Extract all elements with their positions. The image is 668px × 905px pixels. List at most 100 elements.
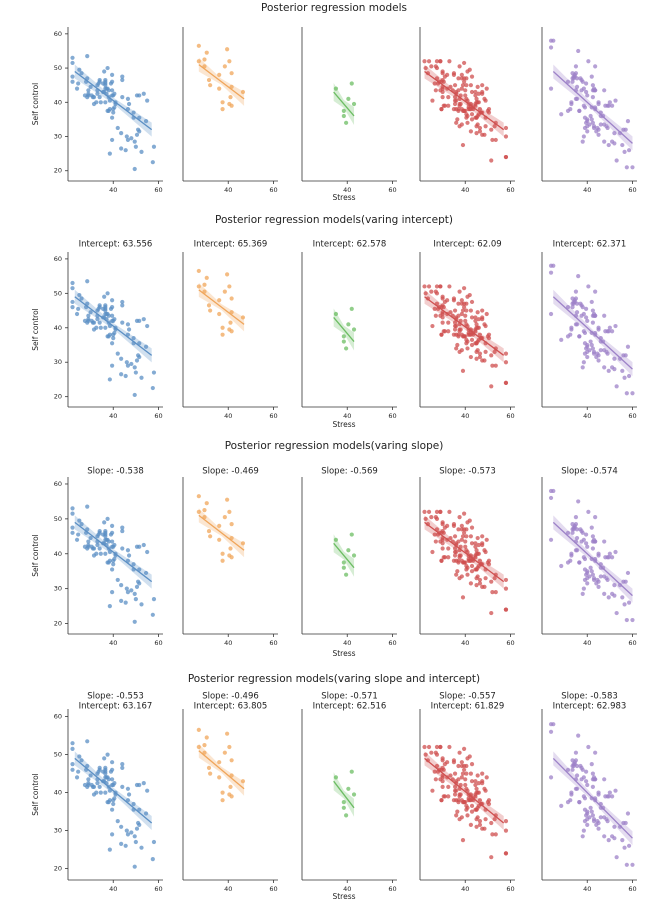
- data-point: [126, 553, 132, 558]
- data-point: [112, 105, 117, 110]
- data-point: [136, 353, 141, 358]
- data-point: [125, 137, 131, 143]
- data-point: [459, 311, 464, 317]
- data-point: [105, 516, 110, 521]
- x-tick-label: 60: [269, 412, 277, 420]
- data-point: [548, 722, 554, 727]
- data-point: [341, 334, 346, 339]
- data-point: [196, 509, 201, 514]
- data-point: [123, 148, 128, 153]
- data-point: [459, 537, 464, 542]
- data-point: [70, 506, 75, 511]
- data-point: [129, 830, 134, 835]
- data-point: [110, 115, 115, 120]
- data-point: [458, 782, 463, 788]
- data-point: [119, 356, 124, 361]
- data-point: [229, 555, 234, 560]
- data-point: [590, 346, 595, 351]
- data-point: [602, 139, 607, 144]
- regression-line: [198, 514, 245, 551]
- data-point: [630, 862, 635, 867]
- data-point: [589, 117, 594, 122]
- data-point: [442, 762, 447, 767]
- data-point: [139, 375, 144, 380]
- data-point: [151, 144, 157, 149]
- data-point: [476, 803, 481, 809]
- x-tick-label: 40: [224, 412, 232, 420]
- data-point: [97, 303, 102, 308]
- data-point: [484, 86, 489, 91]
- data-point: [96, 306, 101, 311]
- data-point: [451, 760, 457, 765]
- data-point: [463, 782, 468, 788]
- data-point: [110, 777, 115, 782]
- data-point: [493, 137, 498, 143]
- data-point: [341, 805, 346, 810]
- data-point: [70, 525, 75, 530]
- data-point: [565, 530, 571, 535]
- data-point: [474, 349, 479, 354]
- data-point: [124, 828, 129, 833]
- data-point: [442, 525, 447, 530]
- data-point: [460, 534, 466, 539]
- regression-line: [74, 296, 153, 356]
- data-point: [565, 800, 571, 805]
- data-point: [464, 786, 469, 791]
- data-point: [613, 549, 618, 555]
- x-tick-label: 60: [628, 639, 636, 647]
- panel-2-1: Intercept: 63.556 40 60 20 30 40 50 60: [54, 240, 163, 420]
- data-point: [145, 98, 150, 103]
- row-1: Posterior regression models Self control S…: [31, 2, 637, 202]
- data-point: [440, 71, 445, 76]
- data-point: [145, 549, 150, 555]
- data-point: [598, 574, 603, 579]
- data-point: [570, 527, 575, 532]
- x-tick-label: 60: [628, 412, 636, 420]
- data-point: [452, 320, 458, 325]
- data-point: [446, 794, 451, 799]
- data-point: [626, 843, 632, 848]
- data-point: [617, 356, 623, 361]
- regression-line: [552, 521, 633, 597]
- data-point: [196, 59, 201, 64]
- regression-line: [424, 521, 505, 583]
- data-point: [477, 107, 483, 112]
- data-point: [426, 59, 432, 64]
- data-point: [585, 349, 590, 354]
- data-point: [125, 798, 131, 803]
- data-point: [606, 838, 611, 843]
- data-point: [465, 346, 470, 351]
- data-point: [580, 834, 585, 839]
- data-point: [591, 351, 597, 356]
- data-point: [574, 763, 580, 769]
- data-point: [503, 607, 509, 612]
- data-point: [548, 488, 554, 494]
- data-point: [565, 108, 571, 113]
- data-point: [125, 96, 131, 101]
- data-point: [132, 619, 137, 624]
- data-point: [225, 731, 230, 736]
- data-point: [110, 298, 115, 303]
- data-point: [624, 617, 629, 623]
- data-point: [217, 523, 222, 528]
- data-point: [227, 59, 232, 64]
- data-point: [457, 555, 462, 560]
- data-point: [614, 610, 619, 616]
- data-point: [429, 515, 434, 520]
- data-point: [462, 79, 467, 84]
- data-point: [572, 72, 577, 78]
- data-point: [605, 555, 610, 560]
- data-point: [438, 777, 443, 782]
- data-point: [464, 534, 469, 539]
- data-point: [460, 595, 466, 600]
- data-point: [582, 341, 588, 346]
- data-point: [132, 166, 137, 172]
- data-point: [574, 84, 580, 89]
- x-tick-label: 40: [461, 412, 469, 420]
- data-point: [469, 74, 475, 79]
- data-point: [625, 811, 631, 816]
- data-point: [107, 377, 112, 382]
- data-point: [473, 544, 478, 549]
- data-point: [459, 86, 464, 91]
- data-point: [585, 544, 590, 549]
